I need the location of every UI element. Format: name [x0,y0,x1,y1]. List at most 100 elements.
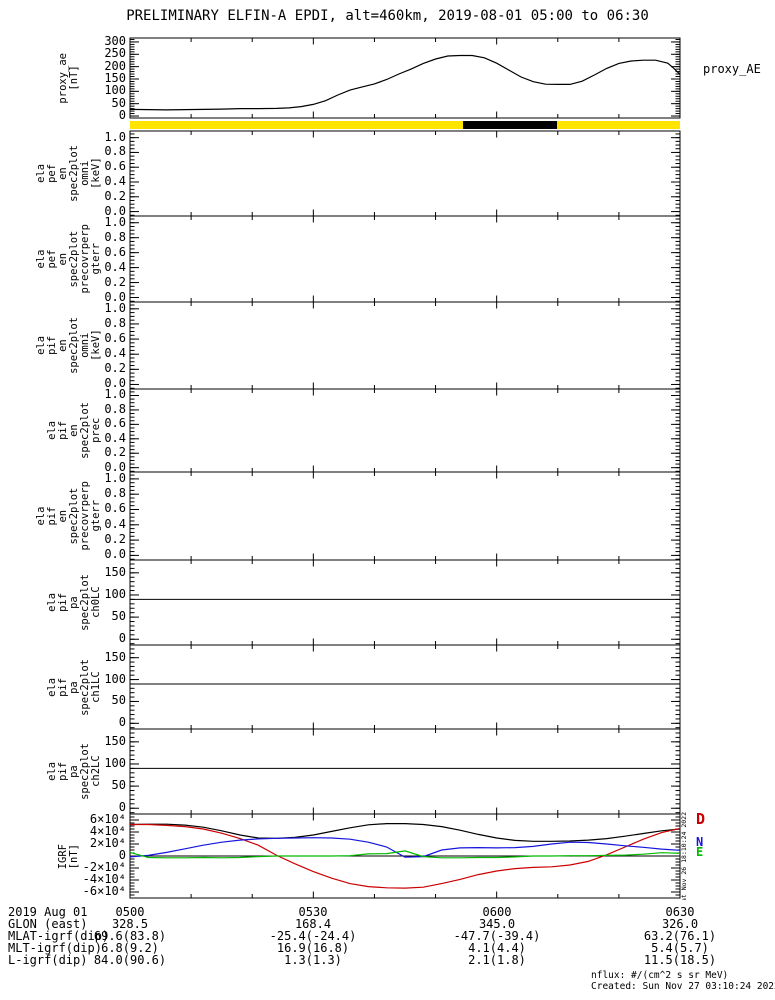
y-tick-label: 0.0 [104,289,126,304]
ela-pif-en-prec-box [129,388,681,473]
y-tick-label: 1.0 [104,214,126,229]
proxy-ae-panel [129,37,681,119]
y-tick-label: 100 [104,586,126,601]
legend-N-label: N [696,835,704,849]
y-tick-label: 300 [104,33,126,48]
ela-pif-en-prec-ylabel: ela pif en spec2plot prec [46,402,102,459]
vertical-timestamp-box: Sat Nov 26 18:10:24 2022 [680,812,689,900]
ela-pif-en-precovrperp-panel [129,471,681,561]
y-tick-label: -2×10⁴ [82,860,126,874]
lshell-1: 84.0(90.6) [93,953,167,967]
y-tick-label: 50 [111,95,126,110]
ephemeris-row-l: L-igrf(dip) 84.0(90.6) 1.3(1.3) 2.1(1.8)… [0,953,775,967]
igrf-E-curve [129,850,681,859]
y-tick-label: 250 [104,46,126,61]
y-tick-label: 0.2 [104,532,126,547]
ela-pif-en-prec-panel [129,388,681,473]
ela-pif-en-omni-ylabel: ela pif en spec2plot omni [keV] [35,317,102,374]
y-tick-label: 0.6 [104,501,126,516]
ela-pif-pa-ch2LC-ylabel: ela pif pa spec2plot ch2LC [46,743,102,800]
vertical-timestamp: Sat Nov 26 18:10:24 2022 [680,812,688,900]
units-note: nflux: #/(cm^2 s sr MeV) [591,970,729,981]
y-tick-label: 0 [118,631,126,646]
ela-pif-en-precovrperp-box [129,471,681,561]
ela-pef-en-precovrperp-box [129,215,681,303]
ela-pif-pa-ch1LC-box [129,644,681,730]
row-label-mlat: MLAT-igrf(dip) [8,929,110,943]
mlat-1: 69.6(83.8) [93,929,167,943]
mlat-3: -47.7(-39.4) [453,929,541,943]
y-tick-label: 4×10⁴ [89,824,126,838]
y-tick-label: 0.8 [104,315,126,330]
y-tick-label: 0 [118,848,126,862]
ela-pef-en-omni-panel [129,130,681,217]
y-tick-label: 0 [118,108,126,123]
y-tick-label: -6×10⁴ [82,884,126,898]
ela-pef-en-omni-box [129,130,681,217]
mlat-4: 63.2(76.1) [643,929,717,943]
y-tick-label: 0.4 [104,516,126,531]
y-tick-label: 150 [104,70,126,85]
y-tick-label: 150 [104,564,126,579]
row-label-lshell: L-igrf(dip) [8,953,88,967]
y-tick-label: 0.8 [104,229,126,244]
y-tick-label: 0.6 [104,159,126,174]
lshell-2: 1.3(1.3) [284,953,342,967]
ela-pef-en-precovrperp-panel [129,215,681,303]
time-tick-2: 0530 [298,905,328,919]
proxy-ae-right-label: proxy_AE [703,62,761,76]
y-tick-label: 0.0 [104,547,126,562]
ela-pef-en-precovrperp-ylabel: ela pef en spec2plot precovrperp gterr [35,224,102,294]
y-tick-label: 2×10⁴ [89,836,126,850]
mlt-1: 6.8(9.2) [101,941,159,955]
mlat-2: -25.4(-24.4) [269,929,357,943]
glon-3: 345.0 [478,917,516,931]
y-tick-label: 0.6 [104,331,126,346]
proxy-ae-ylabel: proxy_ae [nT] [57,52,80,104]
y-tick-label: 1.0 [104,470,126,485]
lshell-4: 11.5(18.5) [643,953,717,967]
igrf-ylabel: IGRF [nT] [57,843,80,869]
glon-1: 328.5 [111,917,149,931]
y-tick-label: 100 [104,755,126,770]
y-tick-label: 0.4 [104,430,126,445]
y-tick-label: 50 [111,778,126,793]
glon-4: 326.0 [661,917,699,931]
ela-pif-pa-ch2LC-box [129,728,681,815]
y-tick-label: 0.4 [104,174,126,188]
y-tick-label: 150 [104,733,126,748]
y-tick-label: 0.2 [104,274,126,289]
ela-pif-pa-ch1LC-ylabel: ela pif pa spec2plot ch1LC [46,658,102,716]
legend-D-label: D [696,810,706,828]
status-bar-segment [463,121,558,129]
y-tick-label: 1.0 [104,300,126,315]
y-tick-label: 100 [104,671,126,686]
y-tick-label: 0.0 [104,459,126,474]
y-tick-label: 0.8 [104,401,126,416]
y-tick-label: 0.0 [104,376,126,391]
y-tick-label: 0.0 [104,203,126,218]
ephemeris-row-glon: GLON (east) 328.5 168.4 345.0 326.0 [0,917,775,931]
y-tick-label: 0.8 [104,144,126,159]
ephemeris-row-time: 2019 Aug 01 0500 0530 0600 0630 [0,905,775,919]
ephemeris-row-mlt: MLT-igrf(dip) 6.8(9.2) 16.9(16.8) 4.1(4.… [0,941,775,955]
ela-pif-en-omni-box [129,301,681,390]
igrf-total-curve [129,822,681,842]
y-tick-label: 0 [118,715,126,730]
y-tick-label: 150 [104,649,126,664]
ela-pif-pa-ch0LC-box [129,559,681,646]
y-tick-label: 0.8 [104,486,126,501]
mlt-2: 16.9(16.8) [276,941,350,955]
row-label-glon: GLON (east) [8,917,88,931]
mlt-3: 4.1(4.4) [468,941,526,955]
y-tick-label: 50 [111,693,126,708]
created-timestamp: Created: Sun Nov 27 03:10:24 2022 [591,981,775,992]
y-tick-label: 0.2 [104,445,126,460]
row-label-date: 2019 Aug 01 [8,905,88,919]
y-tick-label: 0.4 [104,259,126,274]
time-tick-1: 0500 [115,905,145,919]
ela-pif-pa-ch0LC-panel [129,559,681,646]
status-bar-segment [557,121,680,129]
